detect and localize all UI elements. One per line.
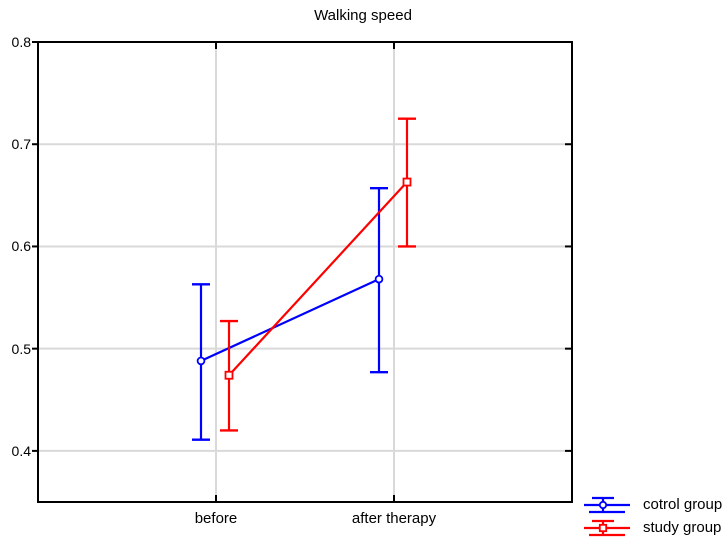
legend: cotrol group study group <box>583 496 722 537</box>
y-axis-tick-label: 0.7 <box>11 136 31 153</box>
legend-label: cotrol group <box>643 496 723 513</box>
x-axis-category-label: after therapy <box>351 510 437 527</box>
data-point-circle-marker <box>196 356 206 366</box>
data-point-square-marker <box>402 177 412 187</box>
chart-title: Walking speed <box>314 7 412 24</box>
plot-frame <box>37 41 573 503</box>
x-axis-category-label: before <box>194 510 238 527</box>
legend-label: study group <box>643 519 722 536</box>
y-axis-tick-label: 0.4 <box>11 442 31 459</box>
series-line <box>200 278 380 362</box>
legend-circle-marker <box>598 500 608 510</box>
legend-item-control-group: cotrol group <box>583 496 722 514</box>
legend-item-study-group: study group <box>583 519 722 537</box>
series-line <box>228 181 408 376</box>
y-axis-tick-label: 0.6 <box>11 238 31 255</box>
error-bar-square-symbol-icon <box>584 519 630 537</box>
y-axis-tick-label: 0.8 <box>11 34 31 50</box>
data-point-circle-marker <box>374 274 384 284</box>
legend-square-marker <box>598 523 608 533</box>
error-bar-circle-symbol-icon <box>584 496 630 514</box>
y-axis-tick-label: 0.5 <box>11 340 31 357</box>
data-point-square-marker <box>224 370 234 380</box>
